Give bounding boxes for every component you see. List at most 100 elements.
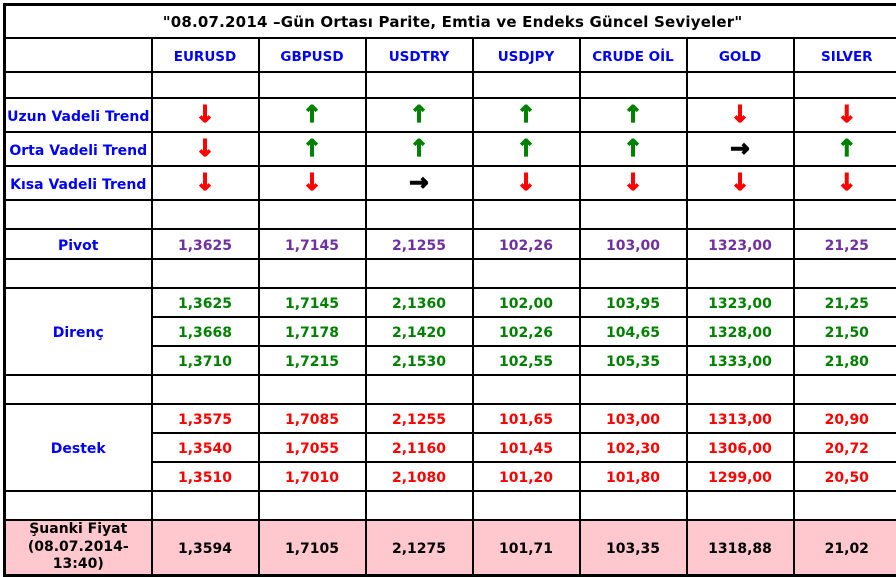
resistance-value: 1,3625 bbox=[178, 296, 232, 312]
resistance-value: 1323,00 bbox=[708, 296, 772, 312]
column-header-crude-oil: CRUDE OİL bbox=[592, 49, 674, 65]
support-value: 101,45 bbox=[499, 441, 553, 457]
support-value: 2,1080 bbox=[392, 470, 446, 486]
column-header-usdjpy: USDJPY bbox=[498, 49, 555, 65]
column-header-eurusd: EURUSD bbox=[174, 49, 236, 65]
mid-term-trend-label: Orta Vadeli Trend bbox=[9, 143, 147, 159]
trend-arrow-icon: → bbox=[409, 170, 428, 196]
current-price-row: Şuanki Fiyat (08.07.2014-13:40) 1,3594 1… bbox=[5, 520, 896, 576]
current-price-value: 1,3594 bbox=[178, 541, 232, 557]
trend-arrow-icon: ↓ bbox=[302, 170, 321, 196]
resistance-value: 21,25 bbox=[825, 296, 869, 312]
support-value: 1,7085 bbox=[285, 412, 339, 428]
support-value: 101,65 bbox=[499, 412, 553, 428]
support-value: 20,72 bbox=[825, 441, 869, 457]
trend-arrow-icon: → bbox=[730, 136, 749, 162]
current-price-value: 2,1275 bbox=[392, 541, 446, 557]
trend-arrow-icon: ↓ bbox=[837, 102, 856, 128]
resistance-value: 1,7145 bbox=[285, 296, 339, 312]
current-price-value: 103,35 bbox=[606, 541, 660, 557]
price-levels-table: "08.07.2014 –Gün Ortası Parite, Emtia ve… bbox=[3, 3, 896, 577]
pivot-value: 102,26 bbox=[499, 238, 553, 254]
support-value: 1,3510 bbox=[178, 470, 232, 486]
trend-arrow-icon: ↑ bbox=[516, 102, 535, 128]
support-row-1: Destek 1,3575 1,7085 2,1255 101,65 103,0… bbox=[5, 404, 896, 433]
resistance-value: 2,1420 bbox=[392, 325, 446, 341]
spacer-row bbox=[5, 200, 896, 229]
short-term-trend-label: Kısa Vadeli Trend bbox=[10, 177, 146, 193]
resistance-value: 21,80 bbox=[825, 354, 869, 370]
resistance-value: 1,3710 bbox=[178, 354, 232, 370]
support-value: 1,7055 bbox=[285, 441, 339, 457]
pivot-value: 1323,00 bbox=[708, 238, 772, 254]
resistance-value: 1333,00 bbox=[708, 354, 772, 370]
spacer-row bbox=[5, 375, 896, 404]
column-header-gold: GOLD bbox=[719, 49, 761, 65]
pivot-value: 1,3625 bbox=[178, 238, 232, 254]
trend-arrow-icon: ↑ bbox=[623, 102, 642, 128]
current-price-value: 1,7105 bbox=[285, 541, 339, 557]
resistance-value: 102,55 bbox=[499, 354, 553, 370]
pivot-value: 1,7145 bbox=[285, 238, 339, 254]
support-value: 103,00 bbox=[606, 412, 660, 428]
trend-arrow-icon: ↓ bbox=[195, 102, 214, 128]
current-price-value: 1318,88 bbox=[708, 541, 772, 557]
pivot-value: 103,00 bbox=[606, 238, 660, 254]
column-header-usdtry: USDTRY bbox=[389, 49, 450, 65]
resistance-value: 102,00 bbox=[499, 296, 553, 312]
trend-arrow-icon: ↓ bbox=[730, 170, 749, 196]
support-value: 101,80 bbox=[606, 470, 660, 486]
resistance-value: 2,1360 bbox=[392, 296, 446, 312]
current-price-value: 101,71 bbox=[499, 541, 553, 557]
corner-cell bbox=[5, 38, 152, 72]
support-value: 20,50 bbox=[825, 470, 869, 486]
resistance-value: 103,95 bbox=[606, 296, 660, 312]
pivot-value: 2,1255 bbox=[392, 238, 446, 254]
long-term-trend-label: Uzun Vadeli Trend bbox=[7, 109, 149, 125]
resistance-value: 2,1530 bbox=[392, 354, 446, 370]
spacer-row bbox=[5, 491, 896, 520]
resistance-value: 104,65 bbox=[606, 325, 660, 341]
trend-arrow-icon: ↑ bbox=[302, 102, 321, 128]
resistance-row-1: Direnç 1,3625 1,7145 2,1360 102,00 103,9… bbox=[5, 288, 896, 317]
column-header-row: EURUSD GBPUSD USDTRY USDJPY CRUDE OİL GO… bbox=[5, 38, 896, 72]
column-header-silver: SILVER bbox=[821, 49, 873, 65]
support-value: 102,30 bbox=[606, 441, 660, 457]
trend-arrow-icon: ↓ bbox=[730, 102, 749, 128]
trend-arrow-icon: ↑ bbox=[302, 136, 321, 162]
title-row: "08.07.2014 –Gün Ortası Parite, Emtia ve… bbox=[5, 5, 896, 39]
support-value: 1299,00 bbox=[708, 470, 772, 486]
support-value: 2,1255 bbox=[392, 412, 446, 428]
support-value: 1,7010 bbox=[285, 470, 339, 486]
trend-arrow-icon: ↑ bbox=[409, 102, 428, 128]
mid-term-trend-row: Orta Vadeli Trend ↓ ↑ ↑ ↑ ↑ → ↑ bbox=[5, 132, 896, 166]
support-value: 1313,00 bbox=[708, 412, 772, 428]
resistance-value: 105,35 bbox=[606, 354, 660, 370]
resistance-value: 1328,00 bbox=[708, 325, 772, 341]
trend-arrow-icon: ↓ bbox=[516, 170, 535, 196]
current-price-value: 21,02 bbox=[825, 541, 869, 557]
pivot-value: 21,25 bbox=[825, 238, 869, 254]
resistance-value: 1,7215 bbox=[285, 354, 339, 370]
support-value: 101,20 bbox=[499, 470, 553, 486]
pivot-label: Pivot bbox=[58, 238, 99, 254]
support-label: Destek bbox=[51, 441, 106, 457]
trend-arrow-icon: ↓ bbox=[837, 170, 856, 196]
spacer-row bbox=[5, 259, 896, 288]
trend-arrow-icon: ↓ bbox=[195, 136, 214, 162]
trend-arrow-icon: ↑ bbox=[409, 136, 428, 162]
long-term-trend-row: Uzun Vadeli Trend ↓ ↑ ↑ ↑ ↑ ↓ ↓ bbox=[5, 98, 896, 132]
page-title: "08.07.2014 –Gün Ortası Parite, Emtia ve… bbox=[163, 13, 743, 31]
trend-arrow-icon: ↑ bbox=[623, 136, 642, 162]
support-value: 1,3575 bbox=[178, 412, 232, 428]
support-value: 2,1160 bbox=[392, 441, 446, 457]
trend-arrow-icon: ↑ bbox=[837, 136, 856, 162]
short-term-trend-row: Kısa Vadeli Trend ↓ ↓ → ↓ ↓ ↓ ↓ bbox=[5, 166, 896, 200]
spacer-row bbox=[5, 72, 896, 98]
trend-arrow-icon: ↓ bbox=[623, 170, 642, 196]
support-value: 20,90 bbox=[825, 412, 869, 428]
column-header-gbpusd: GBPUSD bbox=[280, 49, 343, 65]
resistance-value: 1,7178 bbox=[285, 325, 339, 341]
trend-arrow-icon: ↓ bbox=[195, 170, 214, 196]
support-value: 1306,00 bbox=[708, 441, 772, 457]
